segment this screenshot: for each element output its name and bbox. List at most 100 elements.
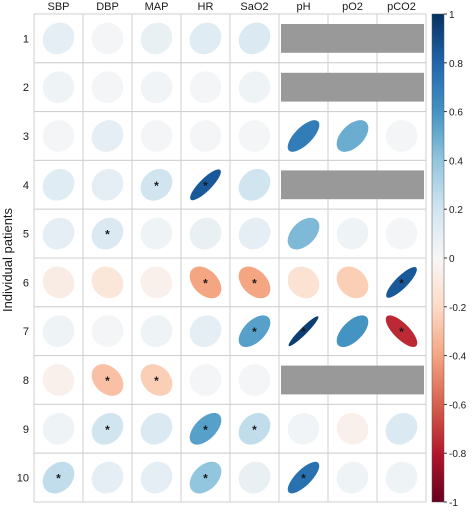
column-label: pO2 [342,1,363,13]
correlation-ellipse [189,461,222,494]
correlation-ellipse [385,217,418,250]
correlation-ellipse [42,315,75,348]
correlation-ellipse [91,315,124,348]
significance-marker: * [203,276,208,290]
missing-data-block [281,170,424,200]
column-label: pH [296,1,310,13]
correlation-ellipse [238,217,271,250]
correlation-ellipse [140,120,173,152]
colorbar-tick-label: -0.6 [449,400,467,411]
correlation-ellipse [42,120,75,152]
missing-data-block [281,365,424,395]
correlation-ellipse [140,412,173,445]
significance-marker: * [203,179,208,193]
correlation-ellipse [140,315,173,348]
correlation-ellipse [42,71,75,104]
column-label: MAP [145,1,169,13]
row-label: 7 [23,326,29,338]
correlation-ellipse [336,217,369,250]
missing-data-block [281,24,424,53]
colorbar-tick-label: -0.4 [449,352,467,363]
correlation-ellipse [42,266,75,299]
correlation-ellipse [91,364,124,396]
row-label: 3 [23,131,29,143]
significance-marker: * [301,472,306,486]
correlation-ellipse [91,461,124,494]
colorbar-tick-label: 0 [449,254,455,265]
correlation-ellipse [42,461,75,494]
significance-marker: * [203,472,208,486]
significance-marker: * [105,374,110,388]
correlation-ellipse [91,71,124,104]
significance-marker: * [56,472,61,486]
label-layer: SBP DBP MAP HR SaO2 pH pO2 pCO2 1 2 3 4 5 6 7 8 9 10 [17,1,416,485]
correlation-ellipse [91,120,124,152]
correlation-ellipse [91,412,124,445]
correlation-ellipse [385,412,418,445]
correlation-ellipse [336,266,369,299]
correlation-ellipse [91,266,124,299]
correlation-ellipse [189,266,222,299]
correlation-ellipse [189,71,222,104]
significance-marker: * [154,374,159,388]
correlation-ellipse [238,120,271,152]
correlation-ellipse [189,364,222,396]
correlation-ellipse [336,412,369,445]
row-label: 1 [23,33,29,45]
correlation-ellipse [140,266,173,299]
column-label: SaO2 [240,1,268,13]
correlation-ellipse [189,22,222,55]
correlation-ellipse [287,461,320,494]
correlation-ellipse [385,315,418,347]
correlation-ellipse [238,461,271,494]
colorbar-tick-label: 1 [449,10,455,21]
correlation-ellipse [287,217,320,250]
correlation-ellipse [189,217,222,250]
colorbar-tick-label: 0.4 [449,156,463,167]
colorbar-tick-label: -0.2 [449,303,467,314]
correlation-ellipse [91,217,124,250]
significance-marker: * [252,325,257,339]
correlation-ellipse [140,168,173,201]
correlation-ellipse [288,316,319,347]
significance-marker: * [399,276,404,290]
correlation-ellipse [287,266,320,299]
column-label: DBP [96,1,119,13]
correlation-ellipse [42,22,75,55]
grid-cell [327,208,378,259]
correlation-ellipse [238,412,271,445]
column-label: pCO2 [387,1,416,13]
correlation-ellipse [287,412,320,445]
significance-marker: * [203,423,208,437]
correlation-ellipse [385,461,418,494]
cell-layer: * * * * * * * * * * * * * * * * * [42,22,424,494]
significance-marker: * [301,325,306,339]
correlation-ellipse [238,364,271,396]
colorbar-tick-label: 0.6 [449,108,463,119]
colorbar-tick-label: -1 [449,498,458,509]
correlation-ellipse [91,22,124,55]
grid-cell [278,111,329,161]
correlation-ellipse [42,168,75,201]
column-label: HR [198,1,214,13]
significance-marker: * [399,325,404,339]
grid-layer [33,13,427,503]
row-label: 6 [23,277,29,289]
row-label: 4 [23,180,29,192]
significance-marker: * [154,179,159,193]
missing-data-block [281,72,424,102]
colorbar-tick-label: -0.8 [449,449,467,460]
correlation-ellipse [189,120,222,152]
column-label: SBP [47,1,69,13]
correlation-ellipse [385,120,418,152]
significance-marker: * [105,423,110,437]
colorbar: 1 0.8 0.6 0.4 0.2 0 -0.2 -0.4 -0.6 -0.8 -1 [431,10,467,509]
correlation-ellipse [42,412,75,445]
correlation-ellipse [42,217,75,250]
correlation-ellipse [91,168,124,201]
correlation-ellipse [336,461,369,494]
correlation-ellipse [42,364,75,396]
correlation-ellipse [140,22,173,55]
